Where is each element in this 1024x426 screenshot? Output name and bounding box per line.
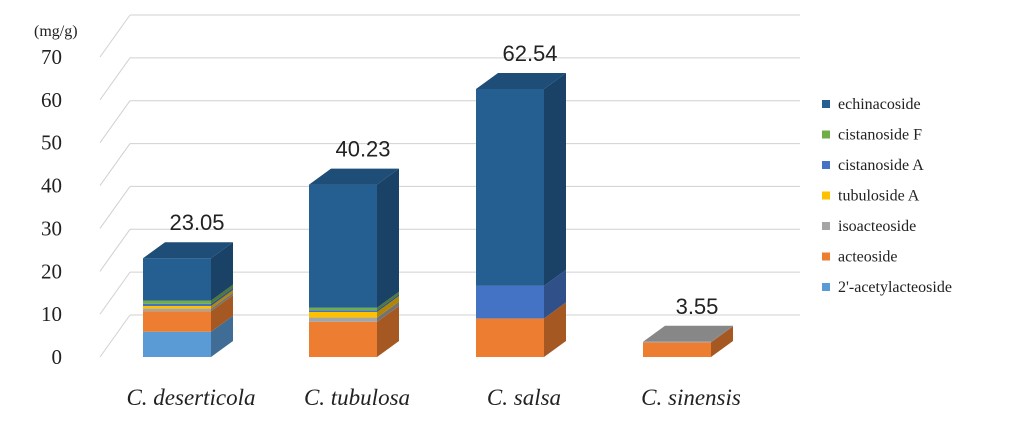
bar-segment-side <box>377 305 399 357</box>
legend-label: isoacteoside <box>838 218 916 235</box>
legend-swatch <box>822 283 830 291</box>
gridline-diagonal <box>99 143 131 186</box>
bar-segment <box>309 307 377 311</box>
legend-label: acteoside <box>838 249 898 266</box>
bar-segment <box>143 308 211 312</box>
bar-segment-side <box>711 325 733 343</box>
x-category-label: C. sinensis <box>641 385 741 410</box>
bar-segment-side <box>377 301 399 322</box>
y-tick-label: 50 <box>41 131 62 155</box>
bar-top-face <box>143 242 233 259</box>
y-tick-label: 0 <box>52 345 63 369</box>
bar-segment-side <box>544 269 566 319</box>
bar-segment-side <box>211 242 233 301</box>
legend-label: 2'-acetylacteoside <box>838 279 952 296</box>
y-tick-label: 20 <box>41 259 62 283</box>
bar-segment-side <box>377 291 399 311</box>
y-tick-label: 10 <box>41 302 62 326</box>
x-category-label: C. deserticola <box>126 385 255 410</box>
bar-segment-side <box>211 287 233 306</box>
bar-segment <box>143 306 211 309</box>
legend-swatch <box>822 191 830 200</box>
gridline-diagonal <box>99 14 131 58</box>
bar-segment-side <box>377 296 399 318</box>
legend-swatch <box>822 161 830 169</box>
legend-label: echinacoside <box>838 96 921 113</box>
bar-total-label: 40.23 <box>335 137 390 162</box>
bar-top-face <box>309 168 399 185</box>
bar-segment-side <box>211 292 233 312</box>
bar-segment <box>309 317 377 322</box>
bar-segment-side <box>211 295 233 332</box>
gridline-diagonal <box>99 271 131 315</box>
bar-segment-side <box>711 326 733 357</box>
bar-total-label: 62.54 <box>502 41 557 66</box>
gridline-diagonal <box>99 228 131 272</box>
bar-segment <box>143 311 211 332</box>
legend-swatch <box>822 100 830 108</box>
legend-swatch <box>822 130 830 139</box>
gridline-diagonal <box>99 57 131 101</box>
legend-swatch <box>822 252 830 261</box>
gridline-diagonal <box>99 100 131 144</box>
bar-segment <box>643 341 711 343</box>
legend-swatch <box>822 222 830 230</box>
x-category-label: C. salsa <box>487 385 561 410</box>
bar-top-face <box>643 325 733 342</box>
bar-segment-side <box>211 284 233 304</box>
bar-segment <box>643 342 711 357</box>
gridline-diagonal <box>99 186 131 229</box>
bar-segment-side <box>211 315 233 357</box>
bar-segment-side <box>544 72 566 286</box>
bar-segment <box>309 184 377 308</box>
y-tick-label: 70 <box>41 45 62 69</box>
bar-segment-side <box>211 290 233 309</box>
bar-segment <box>476 285 544 319</box>
bar-segment-side <box>544 302 566 357</box>
bar-total-label: 23.05 <box>169 210 224 235</box>
gridline-diagonal <box>99 314 131 358</box>
y-tick-label: 60 <box>41 88 62 112</box>
bar-segment <box>476 318 544 357</box>
bar-segment <box>143 303 211 306</box>
y-unit-label: (mg/g) <box>34 23 78 40</box>
bar-segment <box>309 321 377 357</box>
legend-label: cistanoside F <box>838 127 922 144</box>
bar-segment-side <box>377 168 399 308</box>
bar-segment <box>143 258 211 301</box>
bar-segment <box>476 88 544 286</box>
bar-total-label: 3.55 <box>676 294 719 319</box>
x-category-label: C. tubulosa <box>304 385 410 410</box>
bar-segment <box>143 331 211 357</box>
y-tick-label: 40 <box>41 174 62 198</box>
bar-segment <box>143 300 211 304</box>
legend-label: tubuloside A <box>838 188 920 205</box>
bar-top-face <box>476 72 566 89</box>
bar-segment-side <box>377 294 399 312</box>
bar-segment <box>309 310 377 312</box>
legend-label: cistanoside A <box>838 157 924 174</box>
bar-segment <box>309 312 377 318</box>
y-tick-label: 30 <box>41 216 62 240</box>
